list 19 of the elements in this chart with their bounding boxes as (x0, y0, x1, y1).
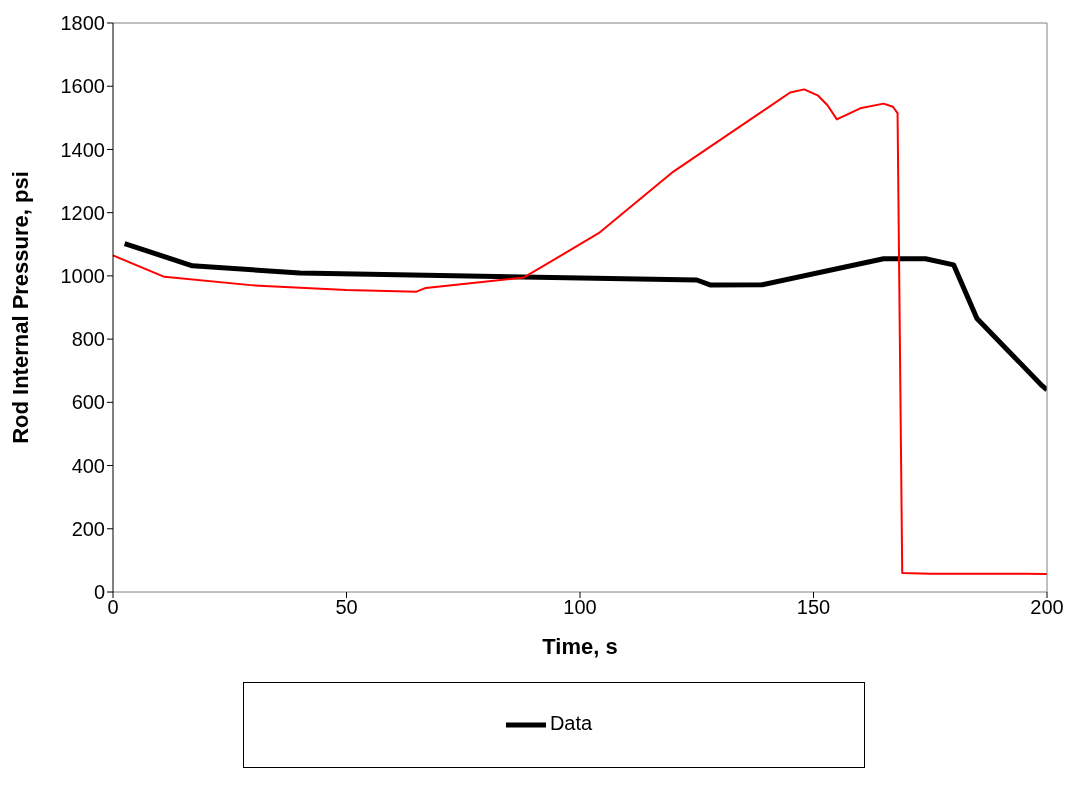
y-tick-label: 1400 (60, 138, 105, 161)
x-tick-label: 150 (796, 596, 831, 619)
legend-label: Data (549, 712, 593, 735)
x-axis-title: Time, s (542, 634, 618, 659)
y-tick-label: 600 (71, 391, 105, 414)
y-tick-label: 800 (71, 328, 105, 351)
y-tick-label: 1600 (60, 75, 105, 98)
y-tick-label: 200 (71, 517, 105, 540)
x-tick-label: 0 (107, 596, 119, 619)
x-tick-label: 50 (335, 596, 358, 619)
line-series (113, 88, 1047, 575)
y-tick-label: 1200 (60, 201, 105, 224)
y-tick-label: 1800 (60, 12, 105, 35)
y-tick-label: 400 (71, 454, 105, 477)
x-tick-label: 100 (563, 596, 597, 619)
y-tick-label: 0 (93, 581, 105, 604)
y-tick-label: 1000 (60, 264, 105, 287)
y-axis-title: Rod Internal Pressure, psi (7, 171, 33, 444)
x-tick-label: 200 (1030, 596, 1064, 619)
